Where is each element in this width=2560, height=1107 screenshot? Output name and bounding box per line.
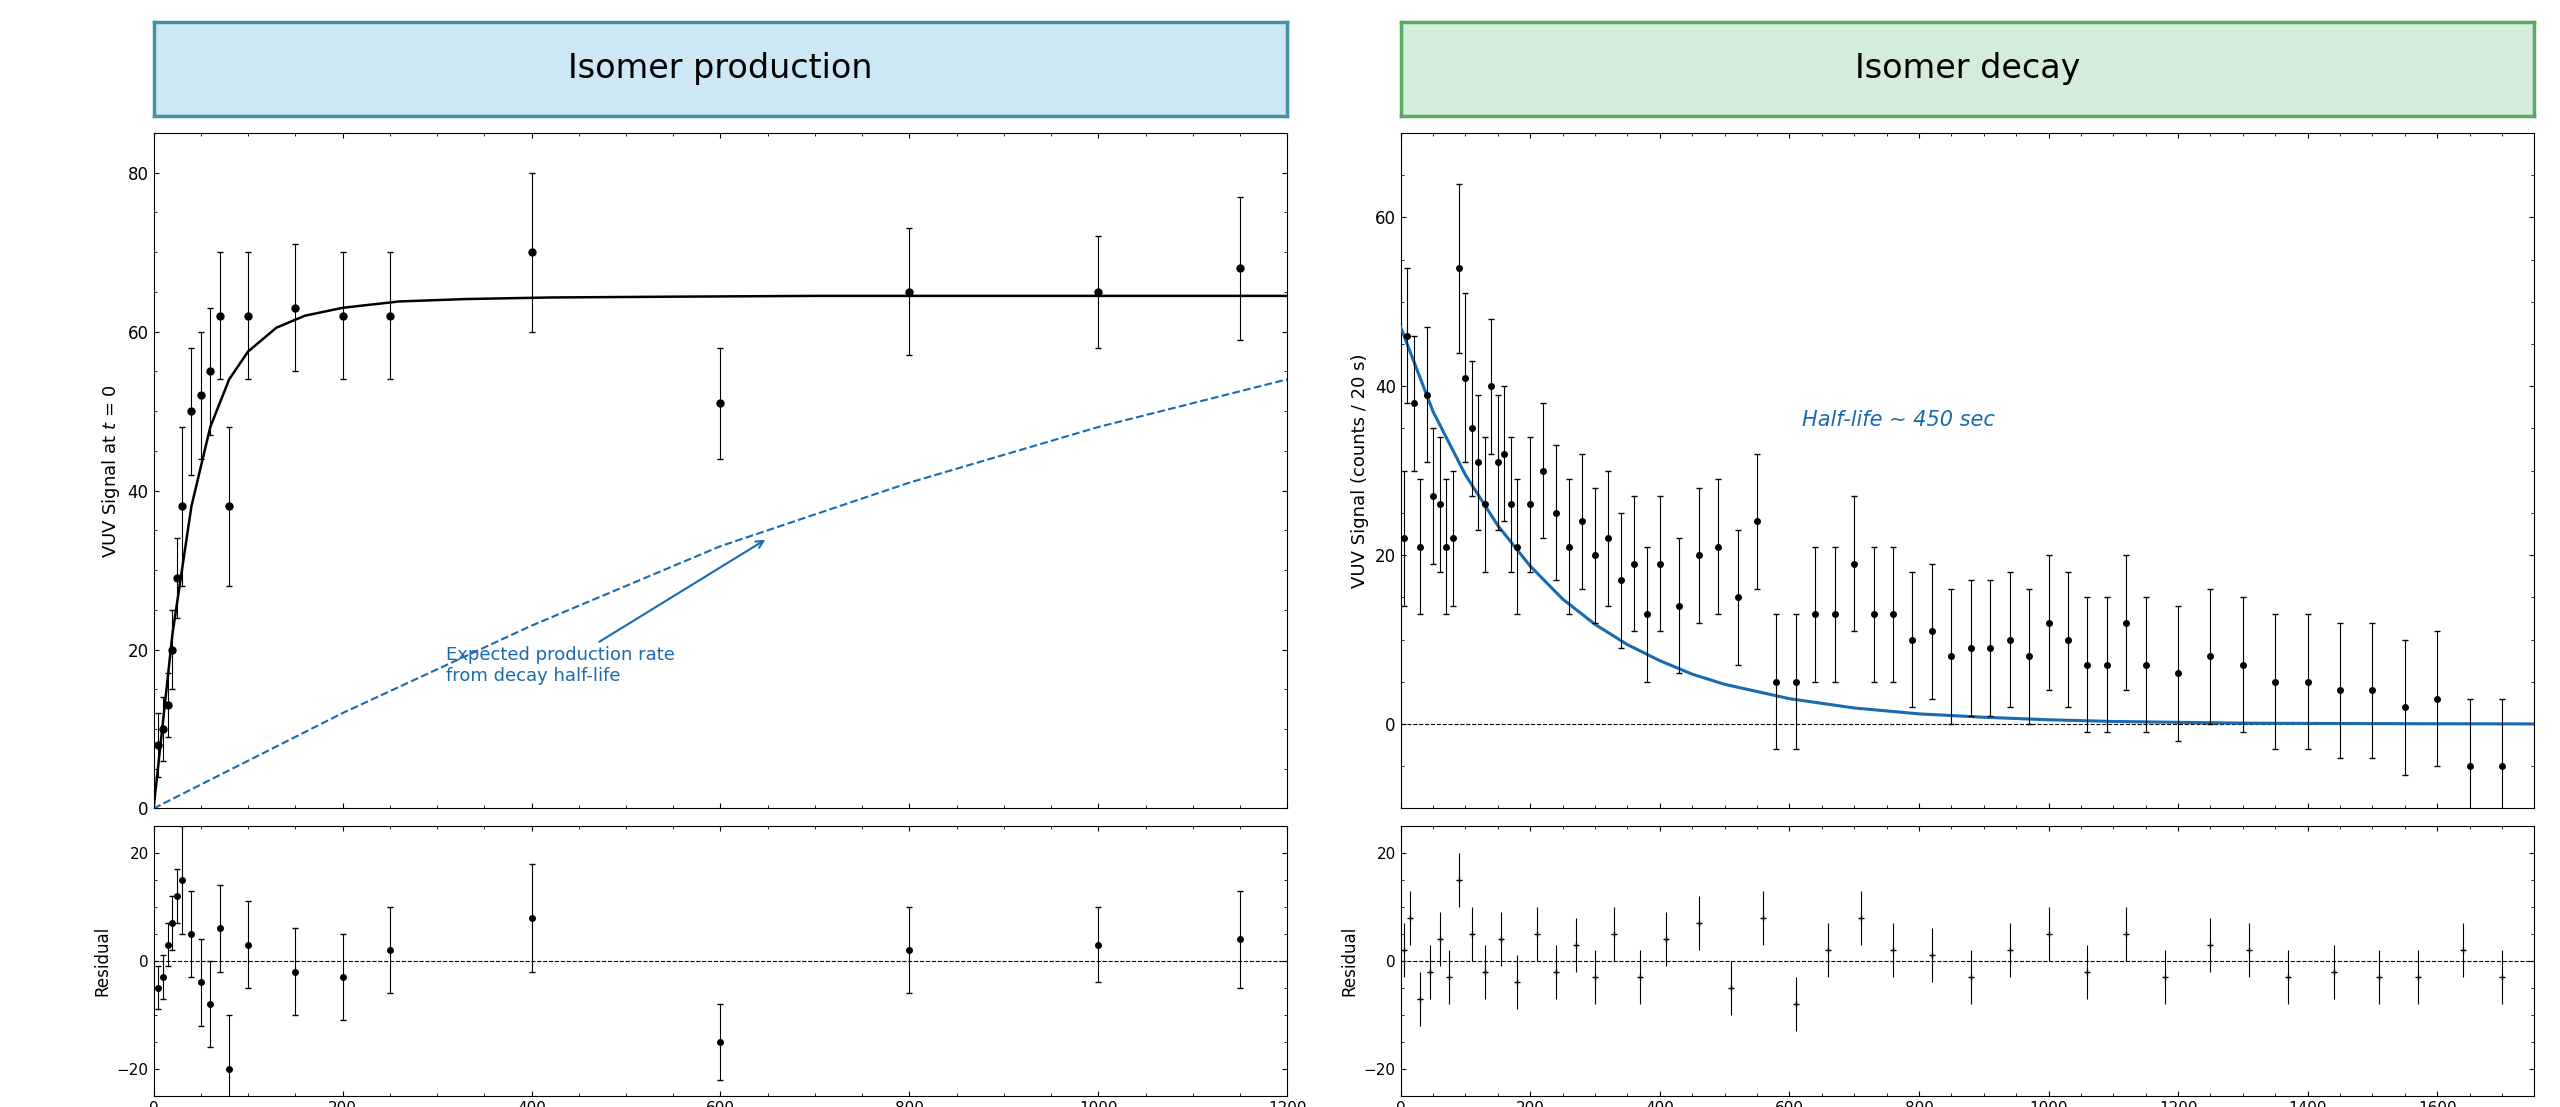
Text: Isomer production: Isomer production <box>568 52 873 85</box>
Text: Expected production rate
from decay half-life: Expected production rate from decay half… <box>445 541 763 685</box>
Y-axis label: Residual: Residual <box>1341 925 1359 996</box>
Y-axis label: VUV Signal (counts / 20 s): VUV Signal (counts / 20 s) <box>1352 353 1370 588</box>
Text: Isomer decay: Isomer decay <box>1856 52 2081 85</box>
Y-axis label: Residual: Residual <box>92 925 110 996</box>
Text: Half-life ~ 450 sec: Half-life ~ 450 sec <box>1802 410 1994 430</box>
Y-axis label: VUV Signal at $t$ = 0: VUV Signal at $t$ = 0 <box>100 384 123 558</box>
